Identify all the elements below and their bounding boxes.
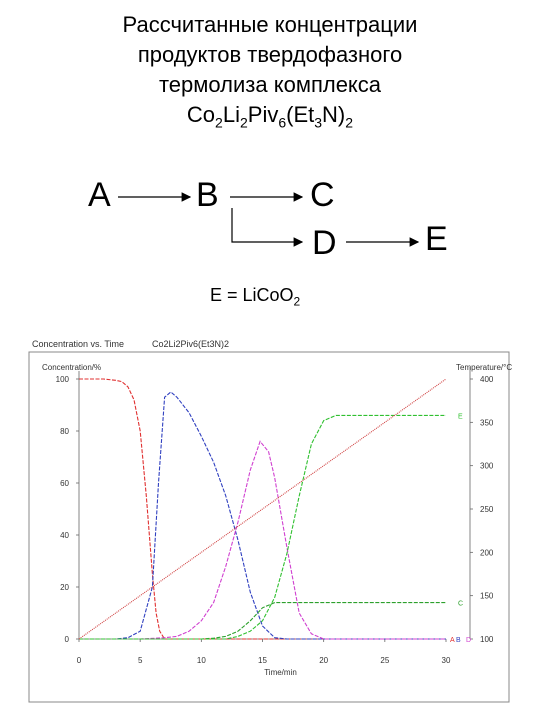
y-tick-label-1: 20: [60, 583, 69, 592]
end-label-d: D: [466, 637, 471, 644]
concentration-chart: Concentration vs. Time Co2Li2Piv6(Et3N)2…: [24, 332, 514, 707]
title-line-1: Рассчитанные концентрации: [122, 12, 418, 37]
x-tick-label-5: 25: [380, 656, 389, 665]
y2-tick-label-6: 400: [480, 375, 494, 384]
y2-tick-label-4: 300: [480, 462, 494, 471]
y-tick-label-4: 80: [60, 427, 69, 436]
x-tick-label-2: 10: [197, 656, 206, 665]
y-tick-label-3: 60: [60, 479, 69, 488]
species-a: A: [88, 176, 111, 214]
y2-axis-title: Temperature/°C: [456, 363, 512, 372]
chart-header-right: Co2Li2Piv6(Et3N)2: [152, 339, 230, 349]
scheme-arrows: [118, 192, 420, 247]
y-axis-title: Concentration/%: [42, 363, 101, 372]
y-tick-label-5: 100: [56, 375, 70, 384]
series-line-d: [79, 440, 446, 640]
series-line-c: [79, 602, 446, 640]
slide-title: Рассчитанные концентрации продуктов твер…: [0, 10, 540, 137]
species-e: E: [425, 220, 448, 258]
y-tick-label-2: 40: [60, 531, 69, 540]
y2-tick-label-1: 150: [480, 592, 494, 601]
x-tick-label-3: 15: [258, 656, 267, 665]
x-tick-label-4: 20: [319, 656, 328, 665]
chart-canvas: 0 5 10 15 20 25 300204060801001001502002503003…: [28, 351, 512, 703]
title-formula: Co2Li2Piv6(Et3N)2: [186, 102, 354, 131]
arrow-b-d: [231, 208, 304, 247]
x-axis-title: Time/min: [264, 668, 297, 677]
y2-tick-label-0: 100: [480, 635, 494, 644]
x-tick-label-0: 0: [77, 656, 82, 665]
series-line-t: [78, 378, 447, 640]
end-label-a: A: [450, 637, 455, 644]
series-line-b: [79, 391, 446, 640]
y2-tick-label-3: 250: [480, 505, 494, 514]
product-equation: E = LiCoO2: [210, 285, 301, 309]
species-b: B: [196, 176, 219, 214]
end-label-c: C: [458, 601, 463, 608]
reaction-scheme: A B C D E: [0, 170, 540, 310]
species-d: D: [312, 224, 337, 262]
title-line-2: продуктов твердофазного: [137, 42, 403, 67]
y2-tick-label-5: 350: [480, 418, 494, 427]
x-tick-label-1: 5: [138, 656, 143, 665]
end-label-e: E: [458, 413, 463, 420]
chart-frame: [28, 351, 510, 703]
title-line-3: термолиза комплекса: [158, 72, 382, 97]
x-tick-label-6: 30: [442, 656, 451, 665]
y-tick-label-0: 0: [65, 635, 70, 644]
chart-header-left: Concentration vs. Time: [32, 339, 125, 349]
series-line-a: [79, 378, 446, 640]
species-c: C: [310, 176, 335, 214]
end-label-b: B: [456, 637, 461, 644]
series-line-e: [79, 414, 446, 640]
y2-tick-label-2: 200: [480, 548, 494, 557]
